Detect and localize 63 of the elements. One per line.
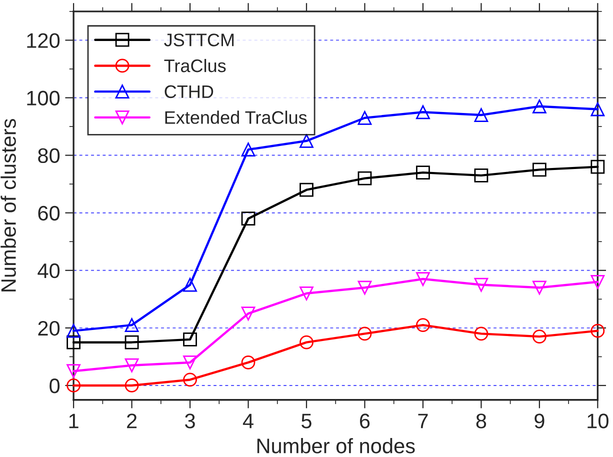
point	[532, 330, 546, 344]
point	[66, 364, 81, 378]
legend-label: TraClus	[164, 58, 226, 72]
x-tick-label: 7	[418, 414, 428, 428]
x-tick-label: 9	[534, 414, 544, 428]
legend-label: JSTTCM	[164, 34, 234, 46]
point	[183, 372, 197, 387]
point	[124, 378, 139, 392]
point	[183, 356, 197, 370]
point	[532, 162, 546, 177]
x-tick-label: 2	[127, 414, 137, 428]
point	[358, 110, 372, 125]
legend-label: Extended TraClus	[165, 110, 307, 124]
point	[124, 335, 139, 350]
point	[590, 160, 605, 174]
point	[300, 182, 314, 197]
legend-label: CTHD	[164, 85, 214, 98]
y-tick-label: 80	[38, 148, 60, 164]
point	[474, 168, 488, 182]
point	[183, 332, 197, 346]
x-axis-title: Number of nodes	[257, 438, 415, 454]
point	[416, 318, 430, 332]
point	[358, 171, 372, 186]
x-tick-label: 4	[242, 414, 254, 428]
point	[474, 108, 488, 122]
x-tick-label: 5	[302, 414, 312, 428]
x-tick-label: 1	[69, 414, 78, 428]
point	[590, 102, 605, 116]
y-tick-label: 40	[38, 263, 60, 278]
point	[300, 335, 314, 350]
x-tick-label: 3	[185, 414, 195, 428]
point	[241, 212, 256, 226]
point	[241, 306, 256, 320]
x-tick-label: 10	[588, 414, 608, 428]
point	[358, 280, 372, 295]
point	[416, 105, 430, 120]
point	[358, 326, 372, 341]
y-tick-label: 0	[50, 378, 60, 394]
point	[124, 358, 139, 372]
y-tick-label: 20	[38, 320, 60, 336]
point	[474, 278, 488, 292]
point	[300, 286, 314, 300]
point	[590, 324, 605, 338]
x-tick-label: 6	[360, 414, 370, 428]
y-tick-label: 60	[38, 206, 60, 221]
point	[532, 280, 546, 295]
y-axis-title: Number of clusters	[0, 118, 16, 292]
point	[590, 274, 605, 289]
point	[183, 278, 197, 292]
point	[416, 166, 430, 180]
point	[300, 134, 314, 148]
point	[66, 324, 81, 338]
x-tick-label: 8	[476, 414, 486, 428]
y-tick-label: 120	[27, 33, 60, 48]
point	[474, 326, 488, 341]
y-tick-label: 100	[27, 90, 60, 106]
point	[124, 318, 139, 332]
point	[66, 335, 81, 350]
point	[66, 378, 81, 392]
point	[416, 272, 430, 286]
point	[241, 142, 256, 156]
point	[532, 99, 546, 114]
point	[241, 356, 256, 370]
